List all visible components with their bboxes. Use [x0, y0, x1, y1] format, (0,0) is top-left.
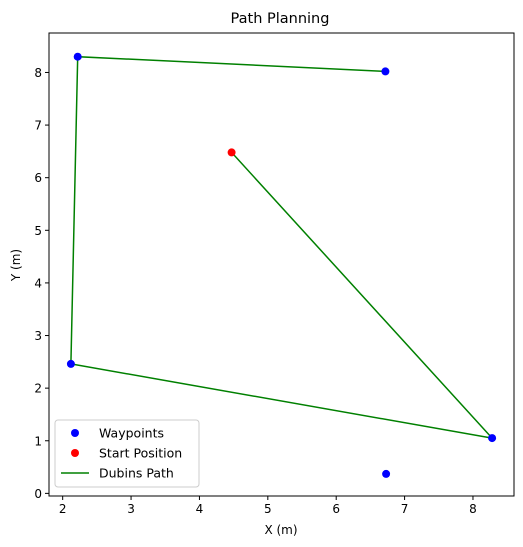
series-0-point-4	[382, 469, 391, 478]
legend-label-waypoints: Waypoints	[99, 426, 164, 441]
legend-label-start-position: Start Position	[99, 446, 182, 461]
x-tick-label: 5	[264, 502, 272, 516]
y-tick-label: 2	[34, 382, 42, 396]
legend-box	[54, 419, 200, 488]
x-axis: 2 3 4 5 6 7 8	[59, 496, 477, 516]
y-tick-label: 1	[34, 434, 42, 448]
series-0-point-3	[488, 434, 497, 443]
x-axis-label: X (m)	[264, 523, 297, 537]
y-axis-label: Y (m)	[9, 249, 23, 282]
x-tick-label: 4	[196, 502, 204, 516]
x-tick-label: 8	[469, 502, 477, 516]
plot-area-frame	[48, 32, 515, 497]
y-axis: 0 1 2 3 4 5 6 7 8	[34, 66, 49, 501]
y-tick-label: 0	[34, 487, 42, 501]
y-tick-label: 7	[34, 119, 42, 133]
legend: Waypoints Start Position Dubins Path	[54, 419, 200, 488]
y-tick-label: 8	[34, 66, 42, 80]
series-1-point-0	[227, 148, 236, 157]
x-tick-label: 2	[59, 502, 67, 516]
y-tick-label: 6	[34, 171, 42, 185]
y-tick-label: 4	[34, 276, 42, 290]
legend-marker-start-position	[71, 449, 79, 457]
series-0-point-1	[381, 67, 390, 76]
chart-title: Path Planning	[231, 11, 330, 27]
series-0-point-0	[73, 52, 82, 61]
series-line-2	[70, 55, 495, 440]
y-tick-label: 5	[34, 224, 42, 238]
x-tick-label: 6	[332, 502, 340, 516]
y-tick-label: 3	[34, 329, 42, 343]
x-tick-label: 7	[401, 502, 409, 516]
legend-marker-waypoints	[71, 429, 79, 437]
series-0-point-2	[66, 359, 75, 368]
legend-label-dubins-path: Dubins Path	[99, 466, 174, 481]
x-tick-label: 3	[127, 502, 135, 516]
